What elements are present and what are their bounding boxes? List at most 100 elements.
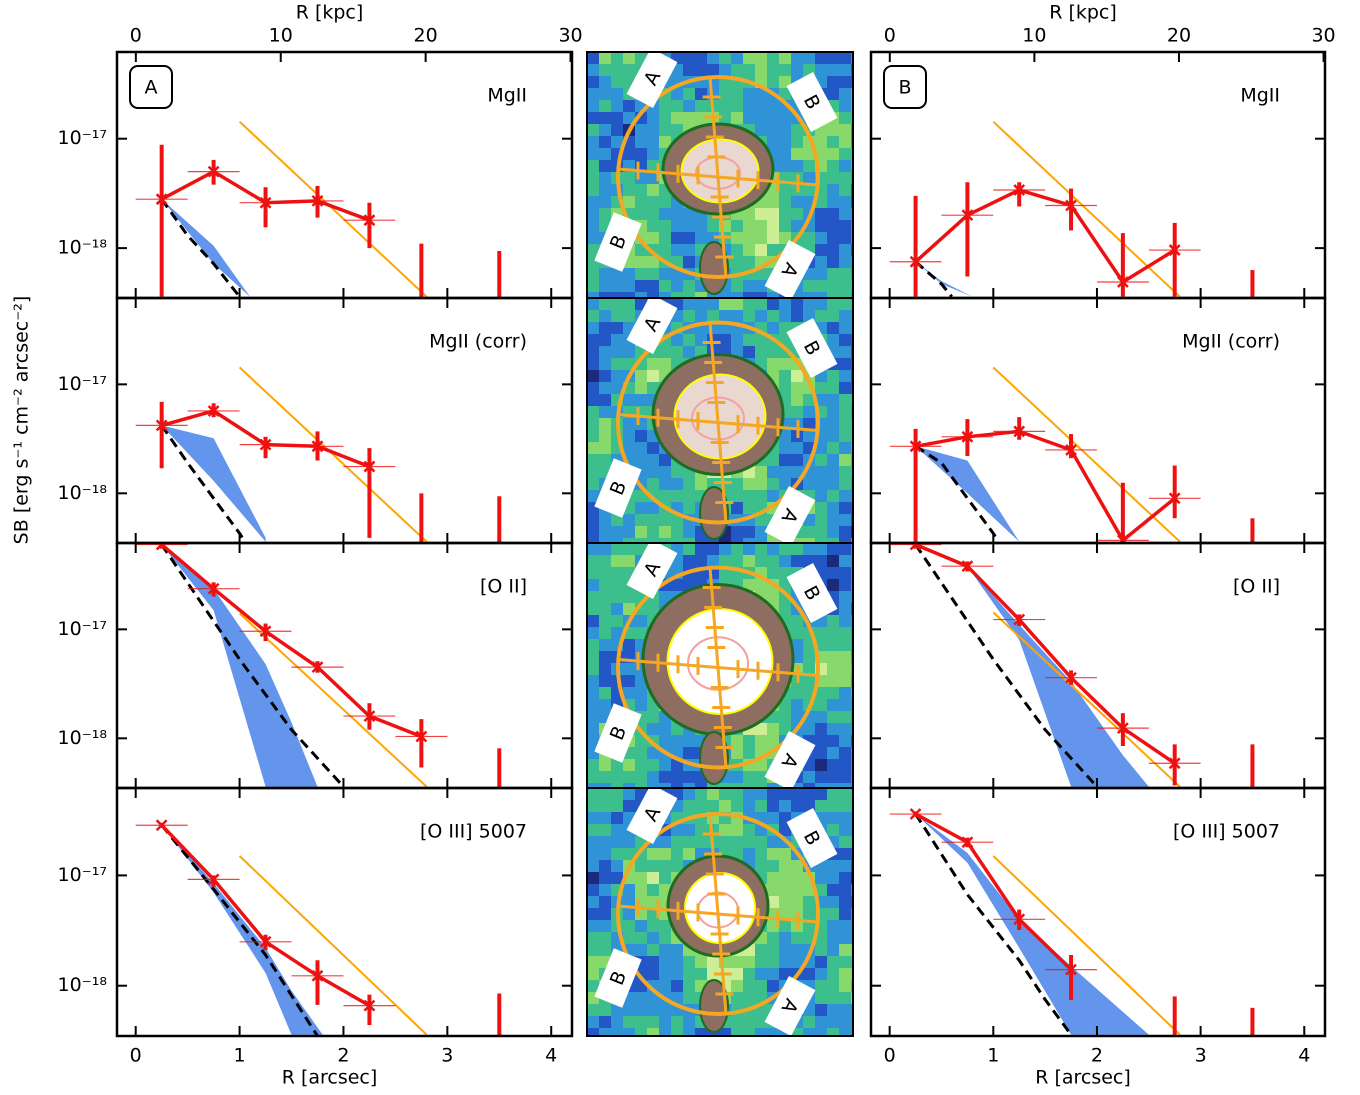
data-point (1116, 722, 1129, 735)
image-pixel (647, 896, 660, 909)
image-pixel (755, 735, 768, 748)
image-pixel (779, 872, 792, 885)
image-pixel (839, 208, 852, 221)
image-pixel (587, 490, 600, 503)
image-pixel (755, 52, 768, 65)
image-pixel (731, 256, 744, 269)
image-pixel (647, 944, 660, 957)
image-pixel (839, 639, 852, 652)
image-pixel (599, 538, 612, 543)
image-pixel (767, 322, 780, 335)
image-pixel (671, 1028, 684, 1036)
data-point (311, 195, 324, 207)
image-pixel (839, 184, 852, 197)
image-pixel (671, 220, 684, 233)
image-pixel (659, 759, 672, 772)
image-pixel (827, 639, 840, 652)
image-pixel (767, 723, 780, 736)
model-band (161, 425, 266, 542)
image-pixel (839, 603, 852, 616)
image-pixel (683, 1016, 696, 1029)
image-pixel (647, 884, 660, 897)
image-pixel (659, 848, 672, 861)
image-pixel (611, 591, 624, 604)
image-pixel (599, 812, 612, 825)
image-pixel (755, 88, 768, 101)
image-pixel (755, 555, 768, 568)
image-pixel (587, 244, 600, 257)
image-pixel (611, 310, 624, 323)
image-pixel (791, 136, 804, 149)
image-pixel (743, 490, 756, 503)
image-pixel (767, 543, 780, 556)
image-pixel (755, 64, 768, 77)
image-pixel (803, 1028, 816, 1036)
image-pixel (815, 980, 828, 993)
image-pixel (659, 358, 672, 371)
image-pixel (839, 723, 852, 736)
image-pixel (683, 292, 696, 298)
image-pixel (839, 430, 852, 443)
image-pixel (683, 64, 696, 77)
data-point (1065, 199, 1077, 212)
image-pixel (587, 346, 600, 359)
image-pixel (791, 220, 804, 233)
image-pixel (587, 932, 600, 945)
image-pixel (827, 466, 840, 479)
image-pixel (839, 232, 852, 245)
image-pixel (635, 394, 648, 407)
image-pixel (827, 663, 840, 676)
data-point (961, 560, 974, 573)
image-pixel (767, 968, 780, 981)
image-pixel (755, 112, 768, 125)
image-pixel (815, 136, 828, 149)
image-pixel (827, 538, 840, 543)
image-pixel (839, 442, 852, 455)
image-pixel (827, 747, 840, 760)
image-pixel (779, 148, 792, 161)
emission-contour (687, 636, 749, 691)
image-pixel (599, 310, 612, 323)
x2-tick-label: 30 (558, 25, 582, 47)
image-pixel (599, 208, 612, 221)
data-point (363, 710, 376, 722)
image-pixel (587, 454, 600, 467)
x-tick-label: 1 (234, 1045, 246, 1067)
image-pixel (587, 334, 600, 347)
image-pixel (611, 52, 624, 65)
image-pixel (647, 1004, 660, 1017)
image-pixel (659, 526, 672, 539)
image-pixel (611, 382, 624, 395)
image-marker: A (626, 298, 678, 354)
marker-box (594, 212, 642, 272)
image-pixel (827, 1016, 840, 1029)
image-pixel (587, 735, 600, 748)
x2-tick-label: 0 (884, 25, 896, 47)
image-pixel (599, 543, 612, 556)
image-pixel (599, 442, 612, 455)
image-pixel (695, 538, 708, 543)
image-pixel (599, 687, 612, 700)
aperture-circle (616, 812, 820, 1016)
image-pixel (599, 148, 612, 161)
image-pixel (671, 848, 684, 861)
image-pixel (791, 442, 804, 455)
image-pixel (743, 538, 756, 543)
image-pixel (839, 220, 852, 233)
image-pixel (767, 920, 780, 933)
image-pixel (743, 800, 756, 813)
image-pixel (767, 292, 780, 298)
psf-profile (160, 824, 319, 1036)
image-pixel (599, 196, 612, 209)
image-pixel (647, 292, 660, 298)
image-pixel (683, 848, 696, 861)
image-pixel (743, 310, 756, 323)
image-pixel (839, 908, 852, 921)
image-pixel (671, 280, 684, 293)
image-pixel (707, 298, 720, 311)
image-pixel (755, 980, 768, 993)
image-pixel (839, 478, 852, 491)
image-pixel (815, 310, 828, 323)
model-band (161, 544, 318, 787)
image-pixel (839, 334, 852, 347)
